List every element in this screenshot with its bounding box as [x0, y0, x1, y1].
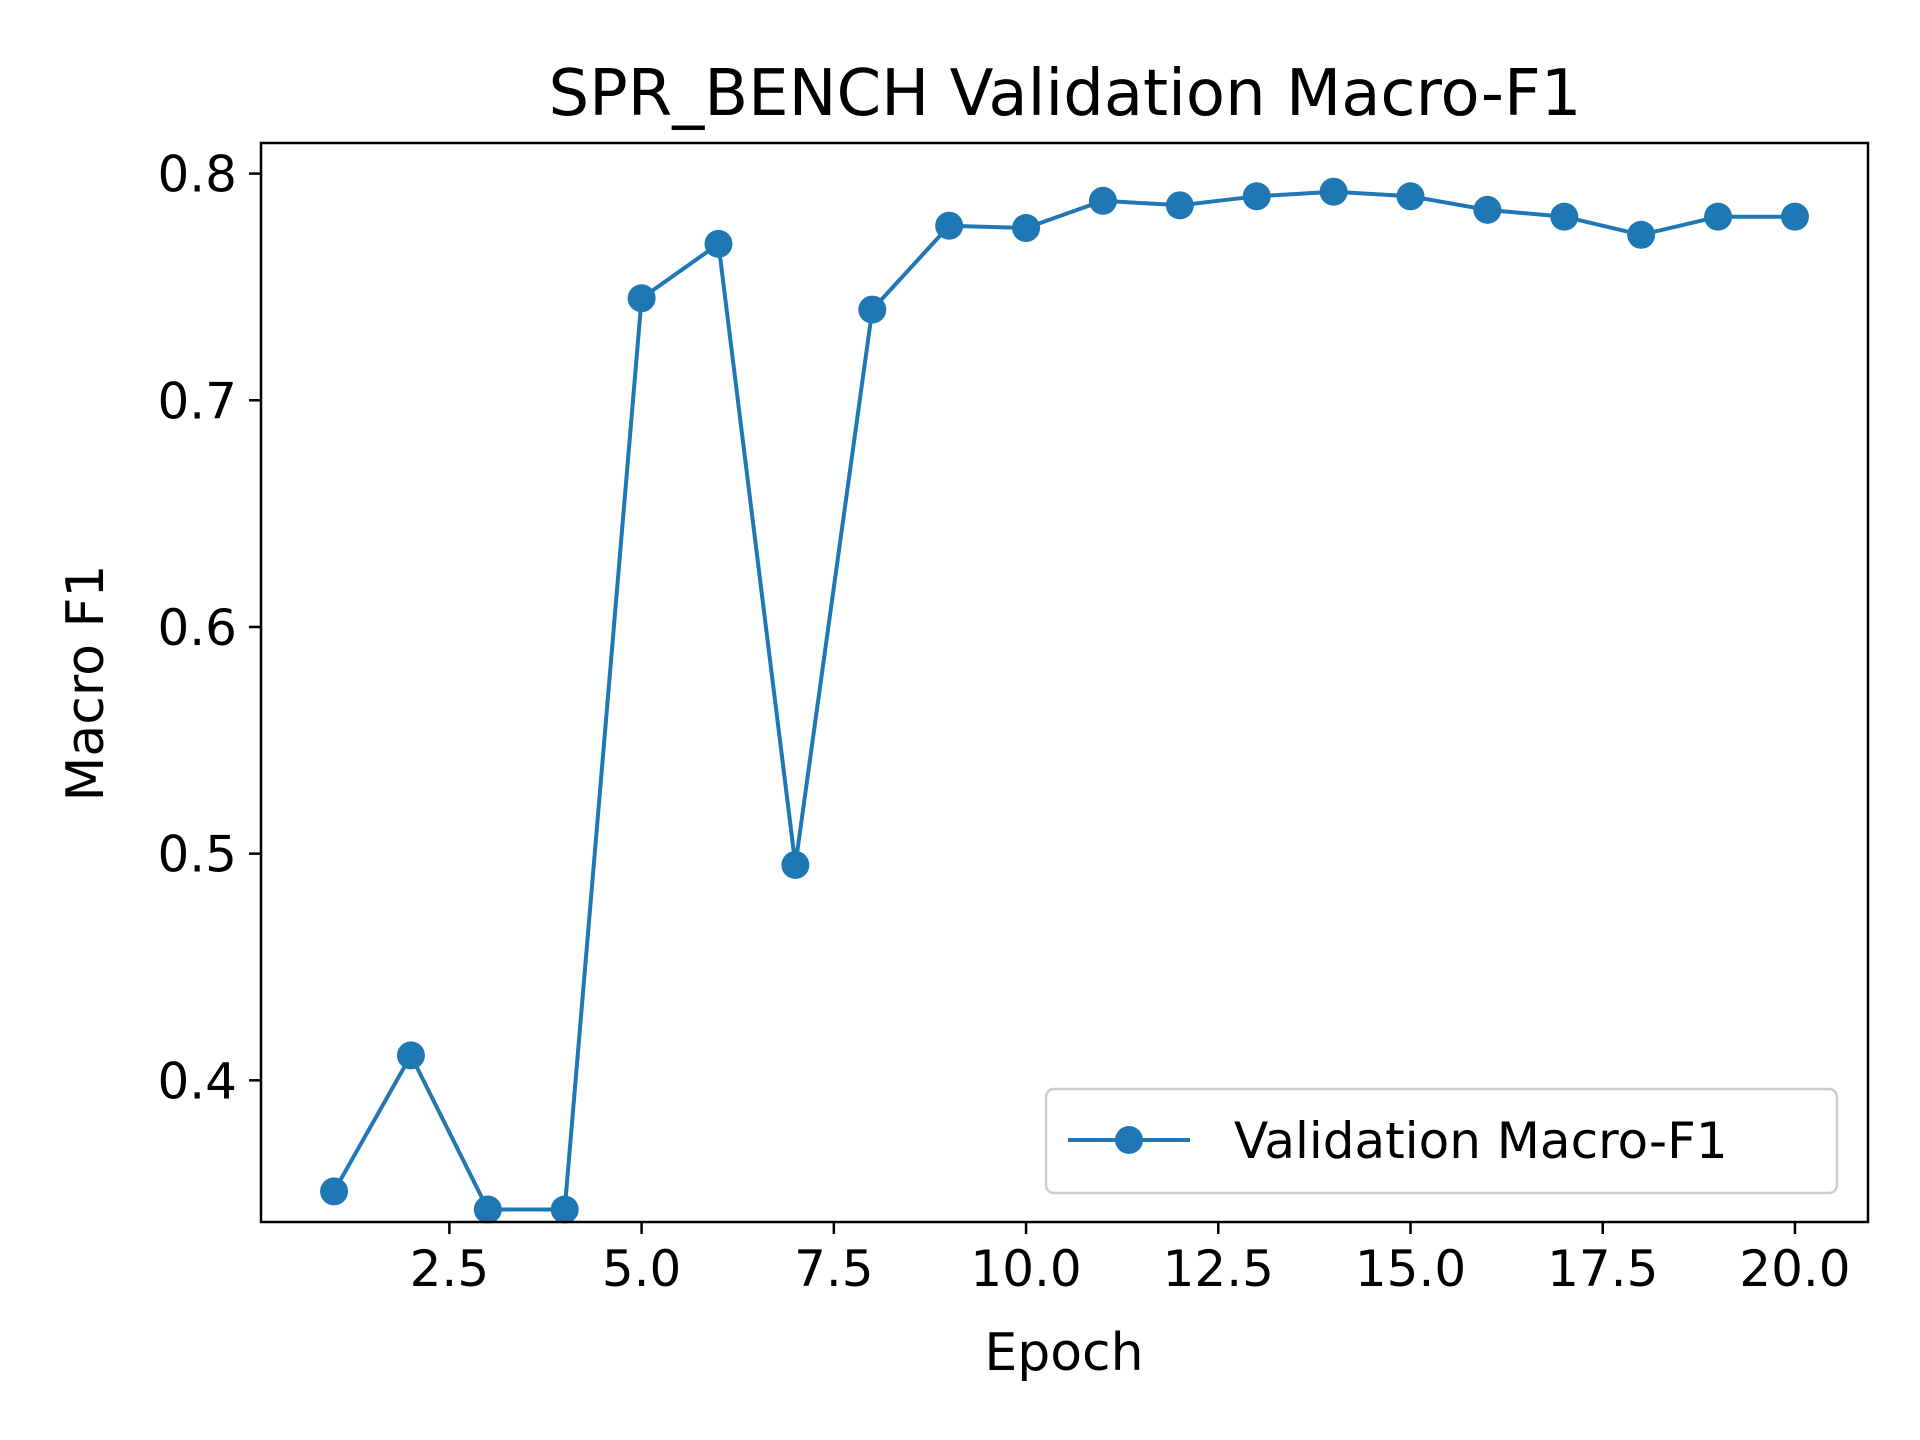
- x-axis-ticks: 2.5 5.0 7.5 10.0 12.5 15.0 17.5 20.0: [410, 1222, 1851, 1298]
- x-tick-label: 2.5: [410, 1240, 490, 1298]
- y-tick-label: 0.6: [157, 599, 237, 657]
- data-point-epoch-16: [1473, 195, 1502, 224]
- series-layer: [320, 177, 1809, 1224]
- y-tick-label: 0.5: [157, 826, 237, 884]
- data-point-epoch-20: [1780, 202, 1809, 231]
- data-point-epoch-15: [1396, 182, 1425, 211]
- data-point-epoch-9: [935, 211, 964, 240]
- data-point-epoch-11: [1088, 186, 1117, 215]
- y-axis-ticks: 0.4 0.5 0.6 0.7 0.8: [157, 146, 261, 1110]
- y-tick-label: 0.4: [157, 1052, 237, 1110]
- legend-label: Validation Macro-F1: [1234, 1112, 1728, 1170]
- data-point-epoch-3: [473, 1195, 502, 1224]
- plot-area-frame: [259, 141, 1870, 1224]
- x-axis-title: Epoch: [984, 1323, 1143, 1383]
- data-point-epoch-8: [858, 295, 887, 324]
- y-axis-title: Macro F1: [56, 565, 116, 802]
- data-point-epoch-6: [704, 229, 733, 258]
- data-point-epoch-7: [781, 850, 810, 879]
- x-tick-label: 7.5: [794, 1240, 874, 1298]
- data-point-epoch-14: [1319, 177, 1348, 206]
- data-point-epoch-5: [627, 284, 656, 313]
- data-point-epoch-17: [1550, 202, 1579, 231]
- data-point-epoch-13: [1242, 182, 1271, 211]
- data-point-epoch-18: [1627, 220, 1656, 249]
- y-tick-label: 0.7: [157, 372, 237, 430]
- data-point-epoch-12: [1165, 191, 1194, 220]
- legend-box: [1044, 1087, 1839, 1195]
- data-point-epoch-1: [320, 1177, 349, 1206]
- x-tick-label: 15.0: [1355, 1240, 1466, 1298]
- x-tick-label: 17.5: [1547, 1240, 1658, 1298]
- legend: Validation Macro-F1: [1044, 1087, 1839, 1195]
- legend-marker-swatch: [1115, 1126, 1143, 1154]
- data-point-epoch-10: [1012, 214, 1041, 243]
- x-tick-label: 5.0: [602, 1240, 682, 1298]
- x-tick-label: 10.0: [970, 1240, 1081, 1298]
- data-point-epoch-19: [1704, 202, 1733, 231]
- data-point-epoch-2: [396, 1041, 425, 1070]
- x-tick-label: 20.0: [1739, 1240, 1850, 1298]
- x-tick-label: 12.5: [1163, 1240, 1274, 1298]
- data-point-epoch-4: [550, 1195, 579, 1224]
- y-tick-label: 0.8: [157, 146, 237, 204]
- chart-title: SPR_BENCH Validation Macro-F1: [549, 57, 1582, 131]
